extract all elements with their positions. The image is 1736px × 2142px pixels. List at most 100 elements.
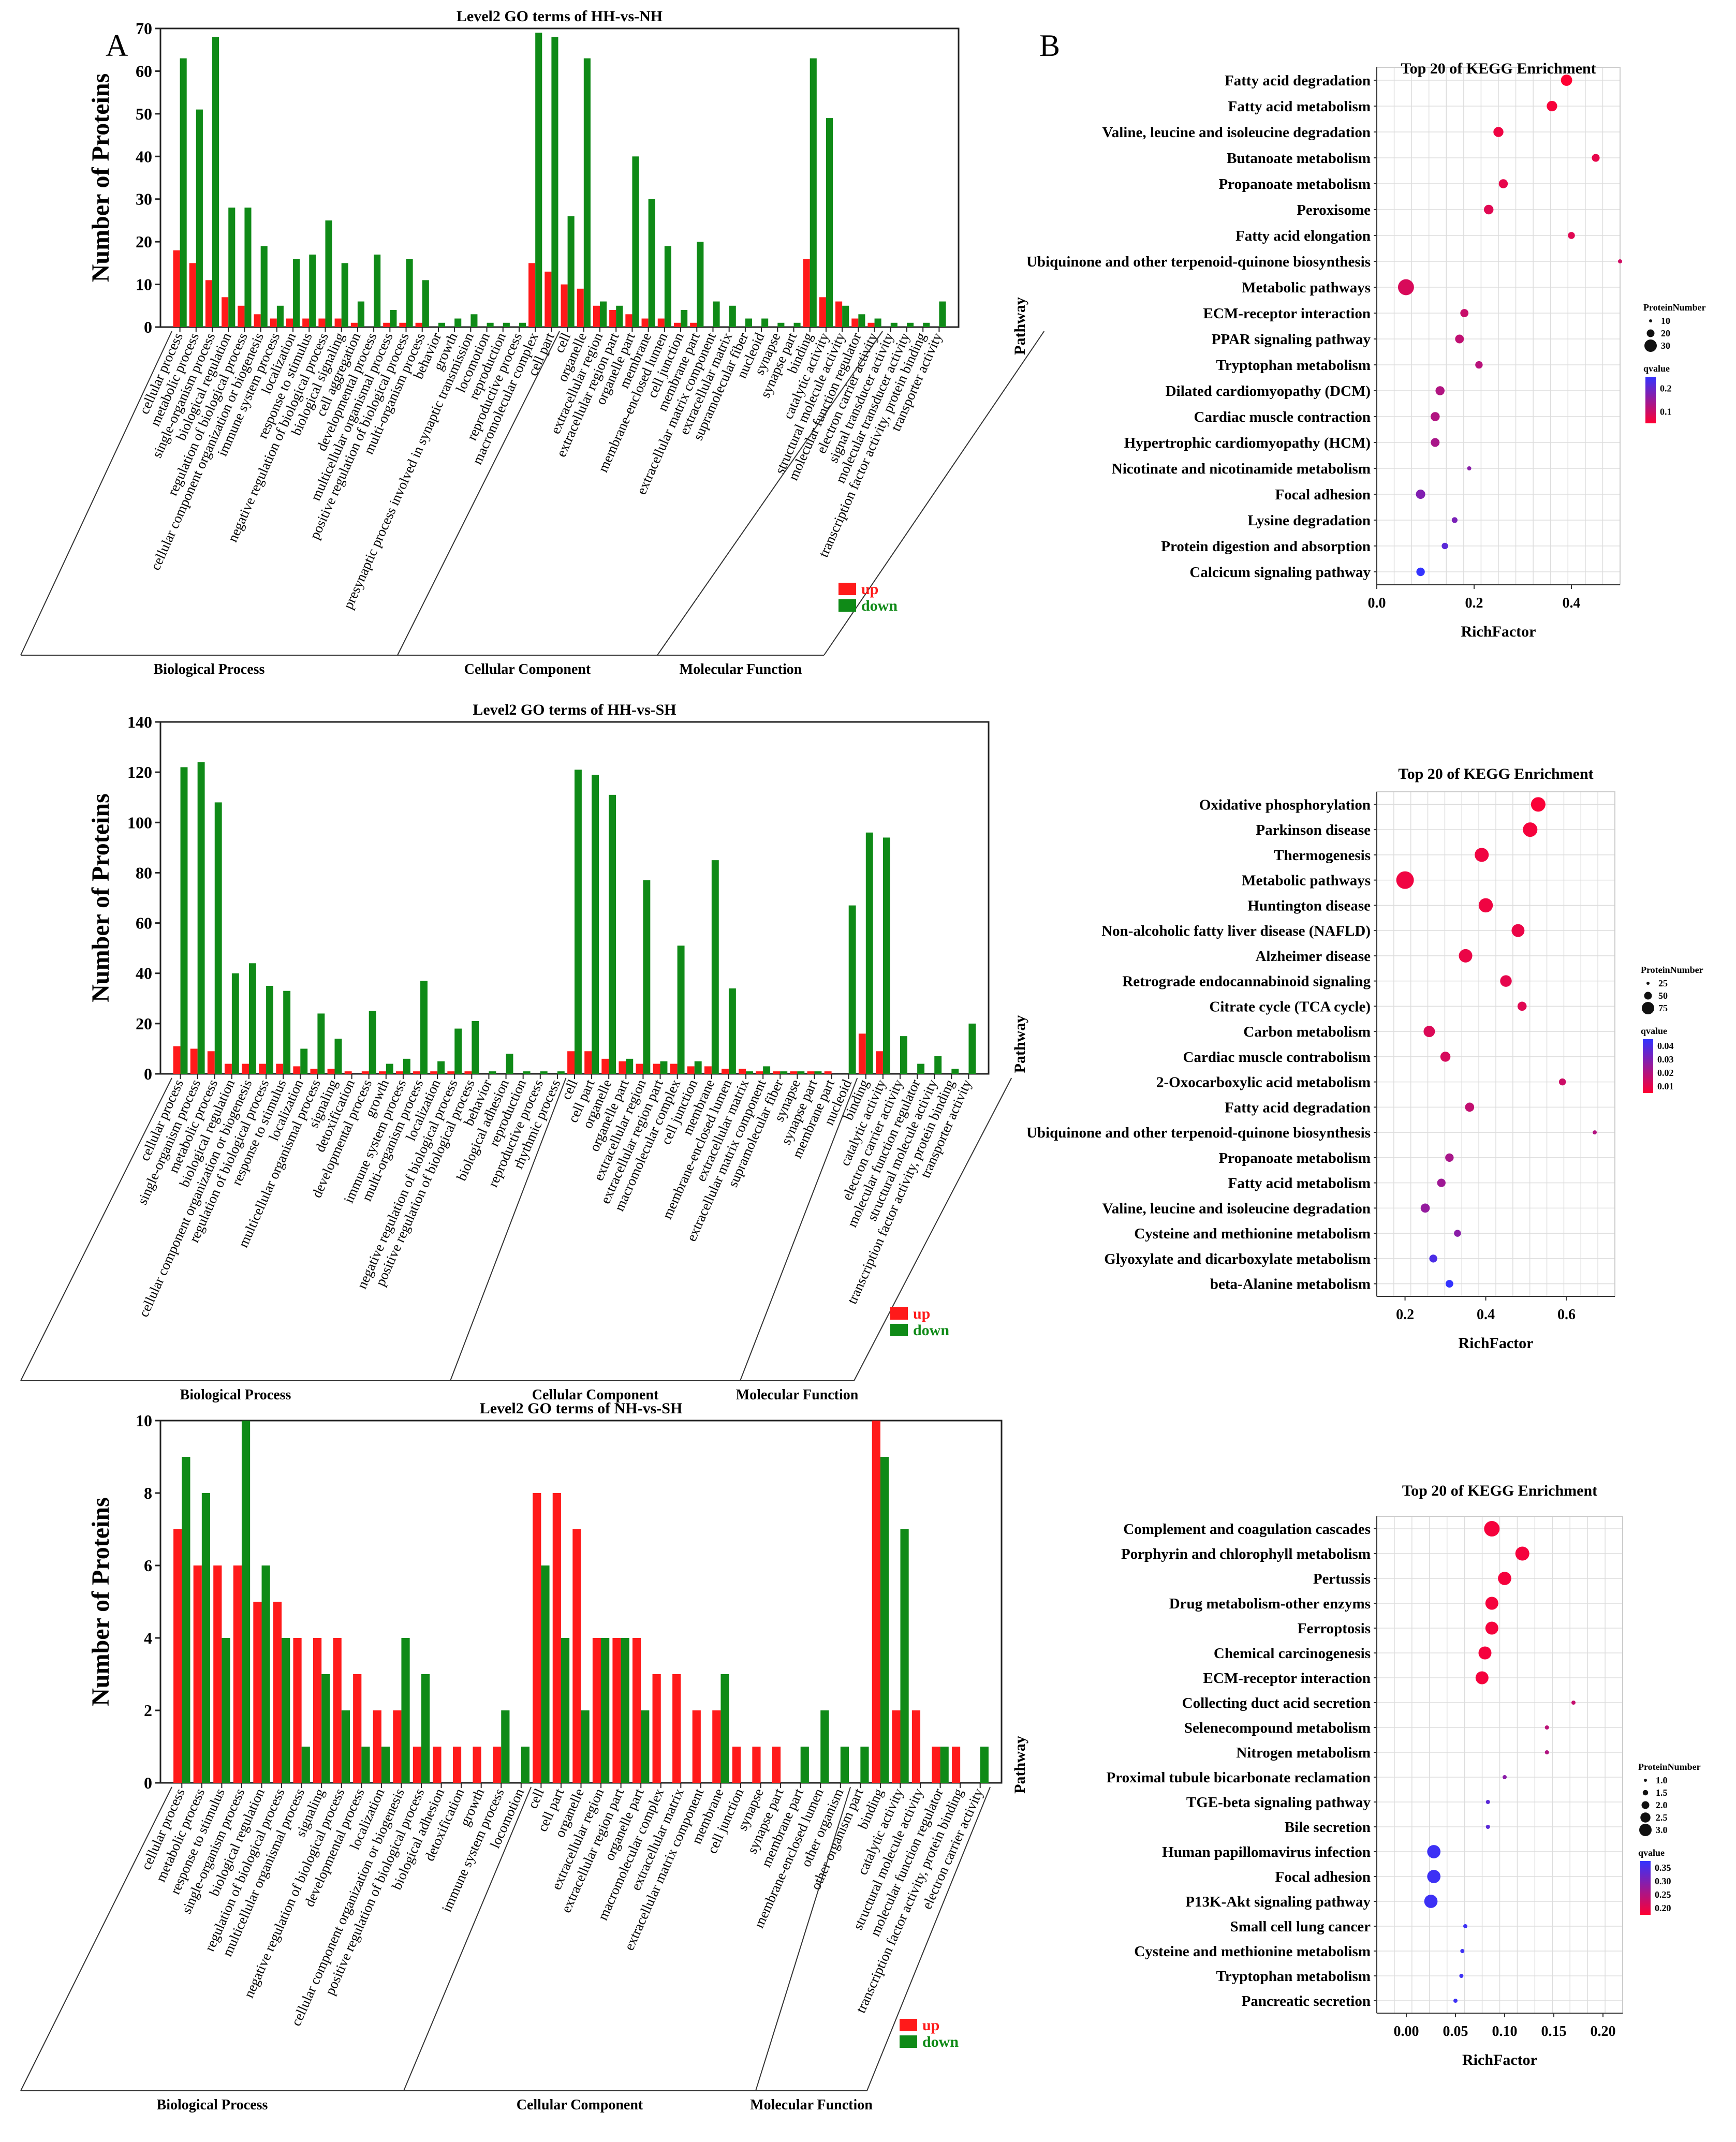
bar-down — [694, 1061, 702, 1074]
bar-down — [334, 1039, 342, 1074]
pathway-label: Nicotinate and nicotinamide metabolism — [1112, 461, 1371, 477]
y-tick-label: 60 — [136, 914, 152, 933]
chart-title: Level2 GO terms of HH-vs-SH — [473, 701, 676, 718]
bar-up — [625, 314, 632, 327]
group-divider — [740, 1077, 858, 1381]
bar-down — [940, 1747, 949, 1783]
enrichment-point — [1441, 542, 1448, 550]
bar-down — [664, 246, 671, 327]
group-label: Molecular Function — [680, 661, 802, 677]
pathway-label: Focal adhesion — [1275, 1869, 1371, 1885]
x-tick-label: 0.20 — [1591, 2023, 1616, 2040]
size-legend-dot — [1644, 1779, 1647, 1782]
bar-up — [233, 1565, 242, 1783]
bar-down — [276, 305, 284, 327]
bar-down — [763, 1066, 771, 1074]
bar-down — [301, 1747, 310, 1783]
bar-up — [396, 1071, 403, 1074]
size-legend-dot — [1644, 339, 1657, 352]
pathway-label: Pancreatic secretion — [1242, 1993, 1371, 2010]
pathway-label: Alzheimer disease — [1255, 948, 1371, 965]
bar-down — [826, 118, 833, 327]
group-label: Biological Process — [157, 2097, 268, 2113]
y-tick-label: 100 — [127, 813, 152, 832]
bar-up — [273, 1602, 282, 1783]
bar-up — [205, 280, 213, 327]
bar-up — [464, 1071, 472, 1074]
bar-up — [473, 1747, 481, 1783]
bar-down — [501, 1710, 510, 1783]
group-label: Molecular Function — [736, 1387, 859, 1403]
bar-up — [911, 1710, 921, 1783]
bar-down — [201, 1493, 211, 1783]
x-tick-label: 0.0 — [1368, 595, 1386, 611]
bar-up — [378, 1071, 386, 1074]
bar-down — [632, 156, 639, 327]
bar-up — [259, 1063, 267, 1074]
bar-down — [470, 314, 478, 327]
bar-down — [406, 259, 413, 327]
bar-down — [228, 208, 236, 327]
size-legend-label: 1.5 — [1656, 1788, 1668, 1798]
bar-up — [932, 1747, 940, 1783]
y-tick-label: 20 — [136, 1014, 152, 1033]
enrichment-point — [1465, 1102, 1475, 1112]
enrichment-point — [1593, 1130, 1597, 1135]
bar-down — [923, 322, 930, 327]
bar-down — [241, 1421, 251, 1783]
bar-down — [874, 318, 881, 327]
bar-down — [523, 1071, 531, 1074]
bar-up — [672, 1674, 681, 1783]
enrichment-point — [1571, 1701, 1576, 1705]
pathway-label: Metabolic pathways — [1242, 279, 1371, 296]
bar-down — [248, 963, 256, 1074]
bar-up — [819, 297, 826, 327]
bar-up — [601, 1058, 609, 1074]
y-tick-label: 70 — [136, 19, 152, 38]
pathway-label: Fatty acid metabolism — [1228, 1175, 1371, 1192]
enrichment-point — [1544, 1725, 1549, 1730]
bar-up — [872, 1421, 880, 1783]
x-axis-label: RichFactor — [1461, 623, 1536, 640]
pathway-label: Drug metabolism-other enzyms — [1169, 1596, 1371, 1612]
color-legend-label: 0.01 — [1657, 1081, 1674, 1091]
y-tick-label: 0 — [144, 1065, 152, 1083]
bar-down — [900, 1529, 909, 1783]
group-divider — [854, 1077, 1012, 1381]
bar-up — [592, 1638, 601, 1783]
bar-up — [334, 318, 342, 327]
bar-down — [601, 1638, 610, 1783]
enrichment-point — [1531, 797, 1546, 812]
bar-down — [390, 310, 397, 327]
enrichment-point — [1500, 975, 1512, 987]
bar-up — [692, 1710, 701, 1783]
group-divider — [755, 1786, 851, 2091]
pathway-label: ECM-receptor interaction — [1203, 305, 1371, 322]
legend-up-swatch — [890, 1307, 908, 1320]
bar-up — [310, 1069, 318, 1074]
enrichment-point — [1558, 1078, 1566, 1086]
bar-down — [900, 1036, 907, 1074]
pathway-label: Valine, leucine and isoleucine degradati… — [1102, 1200, 1371, 1217]
group-label: Biological Process — [154, 661, 265, 677]
x-tick-label: 0.6 — [1557, 1307, 1576, 1323]
bar-down — [231, 973, 239, 1074]
bar-down — [420, 981, 428, 1074]
bar-up — [313, 1638, 322, 1783]
size-legend-dot — [1644, 992, 1652, 1000]
enrichment-point — [1485, 1597, 1498, 1610]
bar-up — [253, 1602, 262, 1783]
pathway-label: Ubiquinone and other terpenoid-quinone b… — [1026, 254, 1371, 270]
bar-up — [222, 297, 229, 327]
bar-down — [361, 1747, 370, 1783]
bar-up — [327, 1069, 335, 1074]
y-tick-label: 60 — [136, 62, 152, 80]
pathway-label: Metabolic pathways — [1242, 873, 1371, 889]
bar-down — [648, 199, 655, 327]
enrichment-point — [1397, 279, 1414, 296]
pathway-label: Butanoate metabolism — [1227, 150, 1371, 167]
pathway-label: Fatty acid degradation — [1225, 1099, 1371, 1116]
y-tick-label: 40 — [136, 964, 152, 983]
bar-up — [807, 1071, 815, 1074]
group-label: Cellular Component — [517, 2097, 643, 2113]
